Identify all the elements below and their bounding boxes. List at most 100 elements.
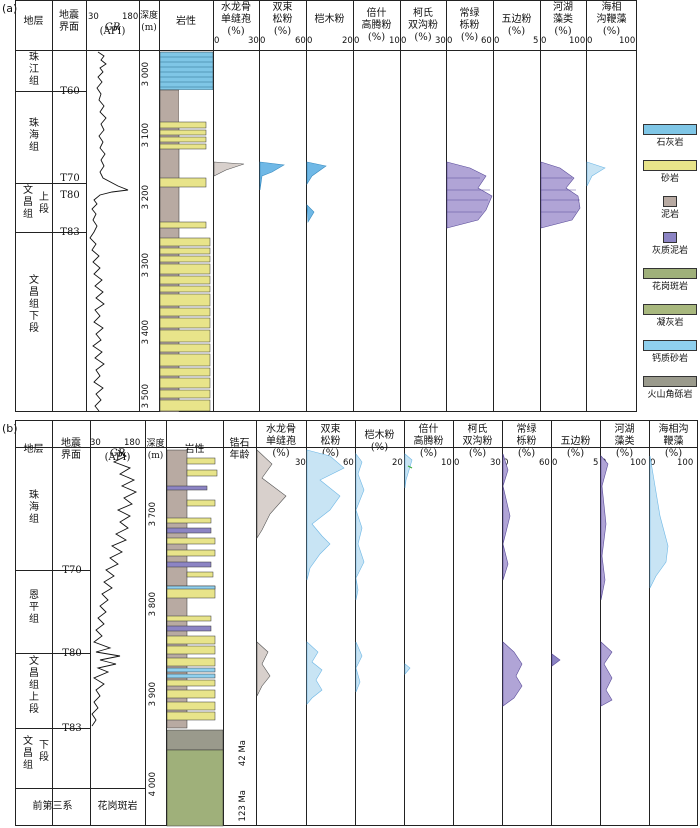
scale-a-5-max: 30 (435, 36, 446, 46)
scale-a-8-max: 100 (569, 36, 586, 46)
legend-item-tuff: 凝灰岩 (642, 304, 698, 328)
scale-b-8-max: 100 (630, 458, 647, 468)
header-b-zircon: 锆石 年龄 (229, 438, 250, 461)
header-col9: 海相 沟鞭藻 (%) (596, 2, 627, 37)
header-col7: 五边粉 (%) (501, 14, 532, 37)
header-b-col7: 五边粉 (%) (560, 436, 591, 459)
curve-b-1b (256, 641, 271, 697)
lith-b-breccia (166, 729, 224, 751)
header-b-col4: 倍什 高腾粉 (%) (413, 424, 444, 459)
header-b-seismic: 地震 界面 (61, 438, 81, 461)
formation-b-lower: 下段 (39, 740, 49, 763)
legend-item-sandstone: 砂岩 (642, 160, 698, 184)
scale-a-6-max: 60 (481, 36, 492, 46)
curve-a-6 (446, 161, 493, 229)
surface-b-t80: T80 (62, 648, 82, 659)
gr-curve-b (91, 449, 138, 727)
lith-limestone (159, 51, 214, 91)
scale-b-7-max: 5 (593, 458, 599, 468)
scale-b-2-max: 60 (343, 458, 354, 468)
curve-a-3 (306, 161, 327, 186)
header-col8: 河湖 藻类 (%) (553, 2, 573, 37)
formation-b-zhuhai: 珠海组 (29, 490, 39, 525)
scale-b-4-max: 10 (441, 458, 452, 468)
panel-b-graphics (91, 449, 669, 827)
legend-label: 泥岩 (660, 210, 679, 220)
gr-label: GR (104, 22, 121, 33)
legend-label: 钙质砂岩 (651, 354, 688, 364)
gr-min: 30 (88, 12, 99, 22)
gr-b-min: 30 (90, 438, 101, 448)
formation-upper-section: 上段 (39, 192, 49, 215)
header-b-col5: 柯氏 双沟粉 (%) (462, 424, 493, 459)
gr-unit: (API) (99, 26, 126, 37)
header-b-col8: 河湖 藻类 (%) (614, 424, 635, 459)
scale-b-1-max: 30 (295, 458, 306, 468)
header-col4: 倍什 高腾粉 (%) (361, 8, 392, 43)
legend-label: 灰质泥岩 (651, 246, 688, 256)
surface-t70: T70 (60, 173, 80, 184)
header-b-gr: GR (90, 436, 145, 460)
scale-a-2-min: 0 (260, 36, 266, 46)
panel-b: (b) 地层 地震 界面 GR 30 180 (API) 深度 (m) 岩性 锆… (0, 420, 700, 828)
header-gr: GR (86, 10, 139, 34)
curve-b-3b (355, 641, 363, 693)
scale-a-8-min: 0 (541, 36, 547, 46)
scale-a-4-min: 0 (354, 36, 360, 46)
scale-a-4-max: 10 (389, 36, 400, 46)
scale-a-9-min: 0 (587, 36, 593, 46)
legend-item-granite-porphyry: 花岗斑岩 (642, 268, 698, 292)
curve-b-1 (256, 449, 287, 540)
scale-a-3-min: 0 (307, 36, 313, 46)
curve-a-3b (306, 204, 315, 223)
gr-curve-a (89, 51, 129, 412)
panel-a-frame (15, 0, 637, 412)
curve-b-3 (355, 453, 365, 601)
scale-a-7-min: 0 (494, 36, 500, 46)
header-col3: 桤木粉 (314, 14, 345, 25)
curve-b-9 (649, 455, 669, 589)
legend: 石灰岩 砂岩 泥岩 灰质泥岩 花岗斑岩 凝灰岩 钙质砂岩 火山角砾岩 (642, 124, 698, 412)
header-col1: 水龙骨 单缝孢 (%) (221, 2, 251, 37)
scale-b-5-min: 0 (454, 458, 460, 468)
legend-item-calcareous-mudstone: 灰质泥岩 (642, 232, 698, 256)
scale-b-9-min: 0 (650, 458, 656, 468)
gr-b-max: 180 (124, 438, 141, 448)
header-b-col9: 海相沟 鞭藻 (%) (658, 424, 689, 459)
header-lith: 岩性 (176, 16, 196, 27)
scale-b-5-max: 30 (490, 458, 501, 468)
lith-b-granite (166, 749, 224, 827)
scale-b-9-max: 100 (677, 458, 694, 468)
curve-a-1 (213, 161, 245, 177)
curve-b-4b (404, 663, 411, 675)
scale-a-3-max: 20 (342, 36, 353, 46)
header-seismic: 地震 界面 (59, 10, 79, 33)
legend-label: 石灰岩 (656, 138, 684, 148)
scale-a-7-max: 5 (533, 36, 539, 46)
legend-item-limestone: 石灰岩 (642, 124, 698, 148)
formation-wenchang-lower: 文昌组下段 (29, 275, 39, 334)
curve-a-8 (540, 161, 581, 229)
curve-b-8b (600, 641, 613, 707)
formation-b-enping: 恩平组 (29, 590, 39, 625)
formation-zhujiang: 珠江组 (29, 52, 39, 87)
scale-b-3-max: 20 (392, 458, 403, 468)
scale-a-5-min: 0 (401, 36, 407, 46)
curve-a-2 (259, 161, 285, 191)
header-col6: 常绿 栎粉 (%) (459, 8, 480, 43)
scale-b-6-max: 60 (539, 458, 550, 468)
legend-label: 花岗斑岩 (651, 282, 688, 292)
legend-item-mudstone: 泥岩 (642, 196, 698, 220)
formation-b-wenchang: 文昌组 (23, 736, 33, 771)
surface-t83: T83 (60, 227, 80, 238)
legend-label: 砂岩 (660, 174, 679, 184)
surface-b-t83: T83 (62, 723, 82, 734)
legend-label: 凝灰岩 (656, 318, 684, 328)
lith-b-sand-1 (186, 457, 216, 465)
panel-b-label: (b) (2, 422, 18, 435)
curve-b-7 (551, 653, 561, 667)
legend-item-volcanic-breccia: 火山角砾岩 (642, 376, 698, 400)
formation-b-pretertiary: 前第三系 (32, 801, 73, 812)
legend-label: 火山角砾岩 (647, 390, 693, 400)
gr-max: 180 (122, 12, 139, 22)
